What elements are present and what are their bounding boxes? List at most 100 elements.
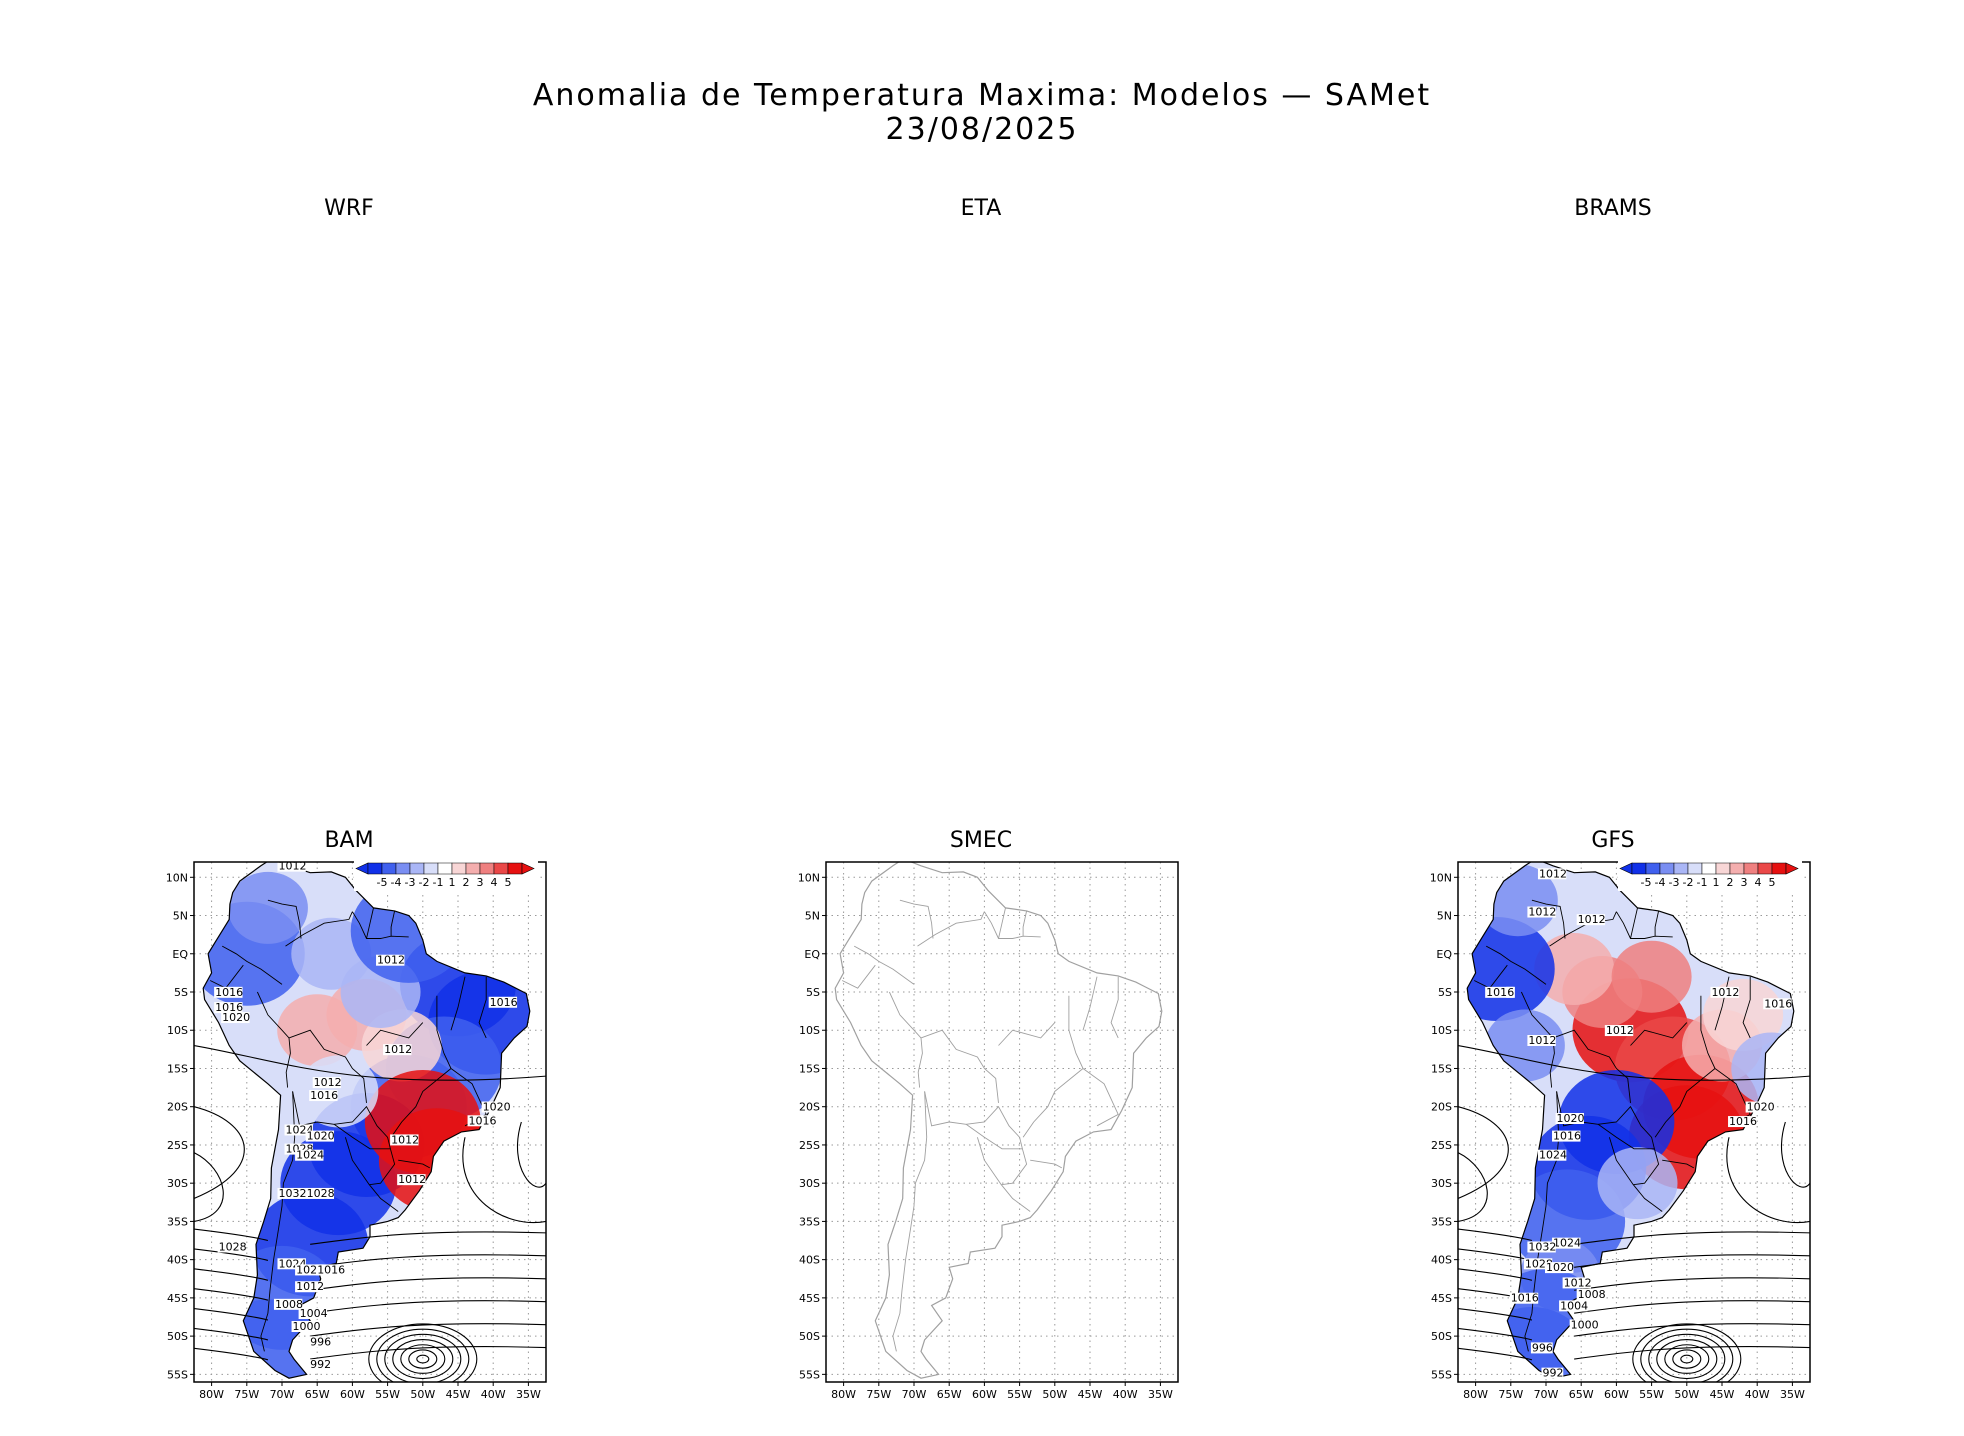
anomaly-region xyxy=(1467,917,1555,1022)
contour-label-background xyxy=(1506,986,1515,998)
contour-label-group: 996 xyxy=(309,1335,331,1348)
contour-label-background xyxy=(273,1298,303,1310)
country-border xyxy=(1608,1137,1634,1185)
contour-label-group: 1016 xyxy=(1763,997,1792,1010)
y-tick-label: EQ xyxy=(1436,948,1452,961)
contour-label-group: 992 xyxy=(309,1358,331,1371)
figure-date: 23/08/2025 xyxy=(885,112,1079,147)
country-border xyxy=(366,907,374,939)
contour-label-background xyxy=(309,1359,331,1371)
country-border xyxy=(366,1022,424,1046)
contour-label-background xyxy=(1576,1288,1606,1300)
country-border xyxy=(965,1123,1028,1186)
contour-label-group: 1012 xyxy=(1604,1024,1634,1037)
country-border xyxy=(256,991,291,1088)
panel-title-smec: SMEC xyxy=(949,828,1013,853)
y-tick-label: 45S xyxy=(167,1292,188,1305)
y-tick-label: 45S xyxy=(799,1292,820,1305)
x-tick-label: 60W xyxy=(340,1388,365,1401)
y-tick-label: 55S xyxy=(167,1368,188,1381)
contour-label-group: 1012 xyxy=(376,954,405,967)
country-border xyxy=(1082,1068,1119,1127)
low-pressure-contour xyxy=(384,1333,462,1382)
contour-label: 1020 xyxy=(222,1011,250,1024)
contour-label: 1020 xyxy=(1747,1101,1775,1114)
country-border xyxy=(267,899,302,939)
contour-label-background xyxy=(383,1044,412,1056)
contour-label-background xyxy=(1509,1292,1539,1304)
contour-label: 1012 xyxy=(398,1173,426,1186)
contour-label-group: 1012 xyxy=(277,862,306,873)
contour-label-background xyxy=(277,1258,306,1270)
y-tick-label: 5N xyxy=(805,910,820,923)
contour-label-group: 1020 xyxy=(1745,1101,1775,1114)
contour-label: 1016 xyxy=(490,996,518,1009)
anomaly-region xyxy=(1597,1147,1678,1220)
legend-label: 4 xyxy=(1755,876,1762,889)
legend-arrow-high xyxy=(521,862,535,875)
contour-label-background xyxy=(488,996,518,1008)
legend-swatch xyxy=(1673,862,1689,875)
low-pressure-contour xyxy=(1632,1323,1742,1382)
contour-label-group: 1016 xyxy=(309,1089,338,1102)
anomaly-region xyxy=(277,994,358,1067)
country-border xyxy=(352,911,409,939)
low-pressure-contour xyxy=(376,1328,470,1382)
contour-label-group: 992 xyxy=(1541,1367,1563,1380)
figure-title: Anomalia de Temperatura Maxima: Modelos … xyxy=(532,78,1432,113)
y-tick-label: 55S xyxy=(1431,1368,1452,1381)
country-border xyxy=(285,911,353,947)
country-border xyxy=(1700,995,1716,1069)
contour-label-group: 996 xyxy=(1530,1341,1553,1354)
contour-label-background xyxy=(1763,998,1792,1010)
contour-label-background xyxy=(295,1281,324,1293)
contour-label-background xyxy=(1527,906,1556,918)
x-tick-label: 50W xyxy=(1042,1388,1067,1401)
contour-label-group: 1012 xyxy=(1527,906,1556,919)
contour-label-group: 1016 xyxy=(214,1001,243,1014)
contour-label-background xyxy=(291,1321,320,1332)
contour-label: 996 xyxy=(310,1335,331,1348)
legend-swatch xyxy=(479,862,495,875)
legend-label: 5 xyxy=(1769,876,1776,889)
country-border xyxy=(478,976,487,1039)
legend-swatch xyxy=(1757,862,1773,875)
contour-label-group: 6 xyxy=(1506,986,1515,999)
contour-label-background xyxy=(295,1264,324,1276)
country-border xyxy=(888,991,923,1088)
country-border xyxy=(853,945,915,985)
contour-label: 1024 xyxy=(296,1149,324,1162)
contour-label-background xyxy=(284,1124,313,1136)
country-border xyxy=(1030,1159,1063,1169)
x-tick-label: 70W xyxy=(270,1388,295,1401)
contour-label-group: 1016 xyxy=(214,986,243,999)
panel-title-eta: ETA xyxy=(960,196,1002,221)
contour-label-background xyxy=(1537,1149,1567,1161)
map-panel-smec: 10N 5N EQ 5S 10S 15S 20S 25S 30S 35S 40S 45S 50S 55S 8… xyxy=(798,861,1179,1401)
contour-label-group: 1028 xyxy=(217,1240,247,1253)
color-legend: -5 -4 -3 -2 -1 1 2 3 4 5 xyxy=(354,861,538,891)
country-border xyxy=(1616,911,1673,939)
country-border xyxy=(1068,995,1084,1069)
contour-label: 992 xyxy=(1542,1367,1563,1380)
country-border xyxy=(334,1105,391,1149)
x-tick-label: 35W xyxy=(516,1388,541,1401)
legend-label: -4 xyxy=(1655,876,1666,889)
isobar-contour xyxy=(1726,1137,1810,1224)
x-tick-label: 35W xyxy=(1780,1388,1805,1401)
country-border xyxy=(892,1091,928,1352)
country-border xyxy=(920,1029,999,1103)
contour-label-background xyxy=(284,1143,313,1155)
y-tick-label: 15S xyxy=(167,1062,188,1075)
low-pressure-contour xyxy=(1640,1328,1734,1382)
contour-label-group: 1020 xyxy=(305,1130,335,1143)
legend-label: -1 xyxy=(1697,876,1708,889)
contour-label-background xyxy=(277,1187,306,1199)
x-tick-label: 55W xyxy=(1007,1388,1032,1401)
low-pressure-contour xyxy=(400,1344,446,1374)
contour-label-group: 1016 xyxy=(1552,1130,1581,1143)
country-border xyxy=(1110,976,1119,1039)
legend-swatch xyxy=(507,862,523,875)
contour-label-group: 1012 xyxy=(1537,867,1567,880)
contour-label-background xyxy=(1555,1113,1584,1124)
